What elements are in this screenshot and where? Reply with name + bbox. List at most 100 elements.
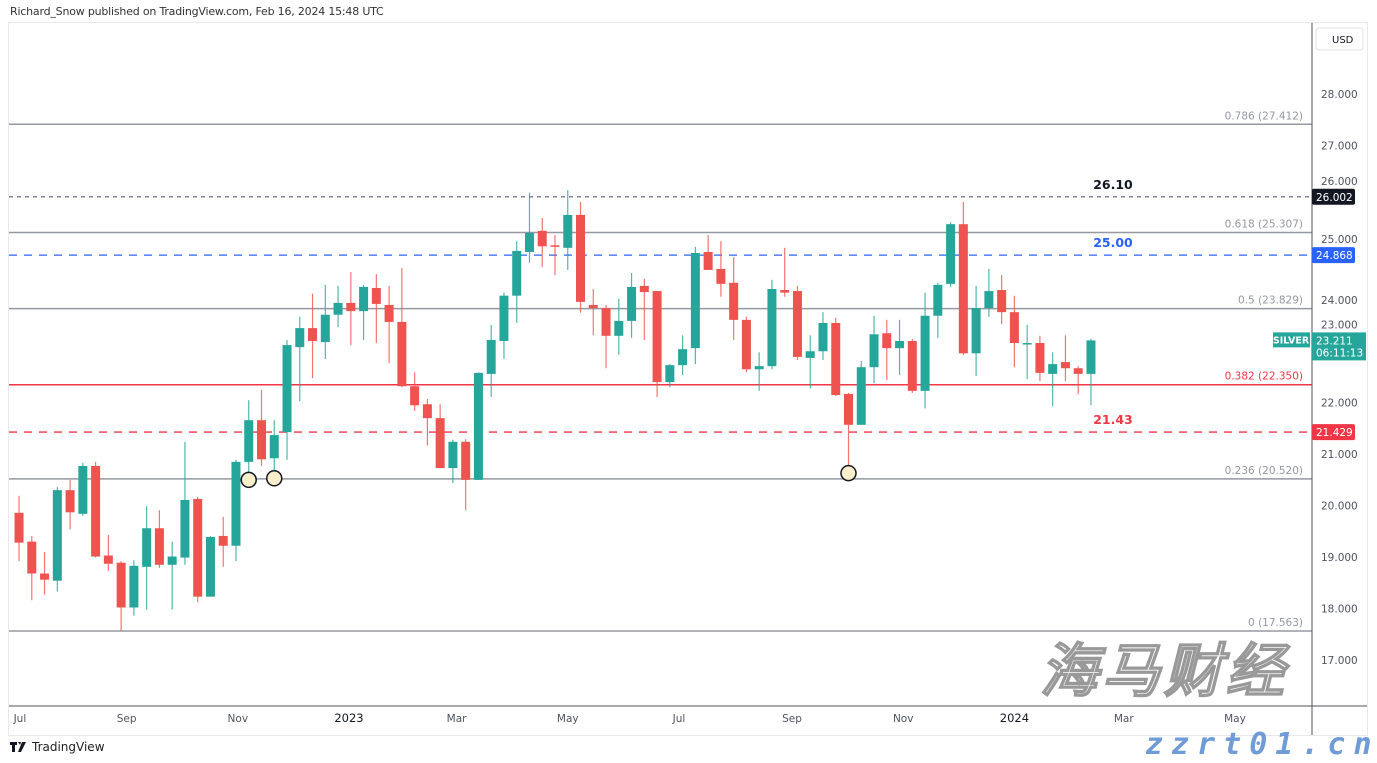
candle-2023-04-03[interactable] — [512, 241, 522, 323]
candle-body — [780, 290, 790, 293]
candle-2023-07-10[interactable] — [690, 246, 700, 365]
candle-2022-08-08[interactable] — [78, 462, 88, 516]
candle-2022-10-03[interactable] — [180, 441, 190, 565]
candle-2023-03-27[interactable] — [499, 292, 509, 359]
candle-2023-06-19[interactable] — [652, 291, 662, 398]
candle-2023-07-24[interactable] — [716, 241, 726, 297]
candle-2023-10-16[interactable] — [869, 315, 879, 384]
candle-2023-01-09[interactable] — [359, 284, 369, 340]
candle-2023-09-18[interactable] — [818, 312, 828, 360]
candle-2023-04-24[interactable] — [550, 234, 560, 276]
tradingview-footer[interactable]: TradingView — [10, 740, 105, 754]
candle-2023-02-20[interactable] — [435, 404, 445, 469]
candle-2022-09-26[interactable] — [167, 541, 177, 610]
candle-2023-08-21[interactable] — [767, 279, 777, 370]
candle-2022-12-26[interactable] — [333, 285, 343, 328]
candle-body — [193, 498, 203, 597]
candle-2024-01-01[interactable] — [1009, 295, 1019, 368]
circle-marker[interactable] — [840, 464, 857, 482]
circle-marker[interactable] — [266, 470, 283, 487]
level-text: 25.00 — [1093, 235, 1133, 250]
candle-2022-08-29[interactable] — [116, 561, 126, 631]
candle-2022-07-04[interactable] — [14, 495, 24, 562]
candle-2023-09-11[interactable] — [805, 335, 815, 389]
candle-2022-10-31[interactable] — [231, 459, 241, 562]
candle-2023-09-25[interactable] — [831, 317, 841, 397]
candle-2022-10-17[interactable] — [205, 535, 215, 597]
candle-2024-01-29[interactable] — [1060, 335, 1070, 382]
candle-2022-12-05[interactable] — [295, 316, 305, 402]
candle-2023-05-08[interactable] — [576, 202, 586, 313]
candle-body — [269, 435, 279, 459]
candle-2023-07-17[interactable] — [703, 234, 713, 270]
candle-2022-11-28[interactable] — [282, 339, 292, 460]
candle-2023-03-20[interactable] — [486, 325, 496, 398]
candle-2023-11-06[interactable] — [907, 338, 917, 393]
candle-2023-11-27[interactable] — [946, 222, 956, 287]
candle-2022-09-05[interactable] — [129, 560, 139, 616]
candle-2023-04-10[interactable] — [524, 192, 534, 263]
candle-2024-01-08[interactable] — [1022, 325, 1032, 380]
candle-2023-11-20[interactable] — [933, 282, 943, 338]
candle-2022-08-22[interactable] — [103, 534, 113, 571]
candle-2023-02-13[interactable] — [422, 399, 432, 446]
candle-2023-07-03[interactable] — [678, 335, 688, 375]
candle-2023-07-31[interactable] — [729, 257, 739, 340]
candle-2023-01-16[interactable] — [371, 274, 381, 344]
candle-2023-08-07[interactable] — [741, 316, 751, 373]
candle-2023-01-23[interactable] — [384, 285, 394, 364]
candle-2023-08-28[interactable] — [780, 247, 790, 297]
candle-2023-06-26[interactable] — [665, 364, 675, 388]
candle-2022-07-18[interactable] — [40, 551, 50, 595]
candle-2023-02-06[interactable] — [410, 372, 420, 411]
candle-2022-08-15[interactable] — [91, 461, 101, 558]
candle-2023-10-23[interactable] — [882, 319, 892, 381]
candle-2023-12-11[interactable] — [971, 285, 981, 376]
candle-2024-01-15[interactable] — [1035, 335, 1045, 382]
circle-marker[interactable] — [240, 471, 257, 489]
candle-2023-04-17[interactable] — [537, 217, 547, 267]
candle-2024-02-05[interactable] — [1073, 366, 1083, 394]
candle-2022-12-12[interactable] — [308, 293, 318, 379]
candle-2023-05-29[interactable] — [614, 298, 624, 355]
candle-2023-12-18[interactable] — [984, 268, 994, 317]
candle-2023-10-09[interactable] — [856, 361, 866, 425]
candle-2023-02-27[interactable] — [448, 439, 458, 483]
candle-2022-07-25[interactable] — [52, 487, 62, 592]
candle-2023-12-25[interactable] — [997, 275, 1007, 324]
candle-2023-10-30[interactable] — [895, 319, 905, 375]
candle-2023-06-12[interactable] — [639, 278, 649, 340]
candle-2022-09-12[interactable] — [142, 506, 152, 610]
candle-2022-10-10[interactable] — [193, 496, 203, 603]
price-axis[interactable] — [1312, 23, 1367, 706]
candle-2023-06-05[interactable] — [627, 273, 637, 338]
candle-2022-07-11[interactable] — [27, 535, 37, 601]
candle-2024-02-12[interactable] — [1086, 338, 1096, 406]
candle-2022-10-24[interactable] — [218, 516, 228, 567]
candle-2023-09-04[interactable] — [792, 285, 802, 360]
candle-2023-08-14[interactable] — [754, 352, 764, 391]
candle-2022-08-01[interactable] — [65, 479, 75, 530]
candle-2023-11-13[interactable] — [920, 292, 930, 409]
candle-body — [40, 573, 50, 580]
candle-2023-01-30[interactable] — [397, 267, 407, 388]
candle-2023-05-22[interactable] — [601, 304, 611, 369]
candle-2023-12-04[interactable] — [958, 202, 968, 355]
candle-2023-05-15[interactable] — [588, 288, 598, 336]
candle-2024-01-22[interactable] — [1048, 352, 1058, 407]
candle-2022-09-19[interactable] — [154, 510, 164, 568]
currency-button[interactable] — [1315, 27, 1364, 51]
candle-2023-05-01[interactable] — [563, 190, 573, 270]
candle-2023-01-02[interactable] — [346, 272, 356, 346]
candle-2022-11-14[interactable] — [256, 389, 266, 466]
candle-2022-11-07[interactable] — [244, 400, 254, 486]
tradingview-logo-icon — [10, 742, 26, 752]
candle-2023-03-13[interactable] — [473, 372, 483, 480]
candle-2023-03-06[interactable] — [461, 439, 471, 511]
candle-body — [52, 490, 62, 581]
candle-2022-11-21[interactable] — [269, 420, 279, 475]
candle-body — [703, 251, 713, 270]
candle-2023-10-02[interactable] — [844, 392, 854, 470]
candle-2022-12-19[interactable] — [320, 284, 330, 359]
